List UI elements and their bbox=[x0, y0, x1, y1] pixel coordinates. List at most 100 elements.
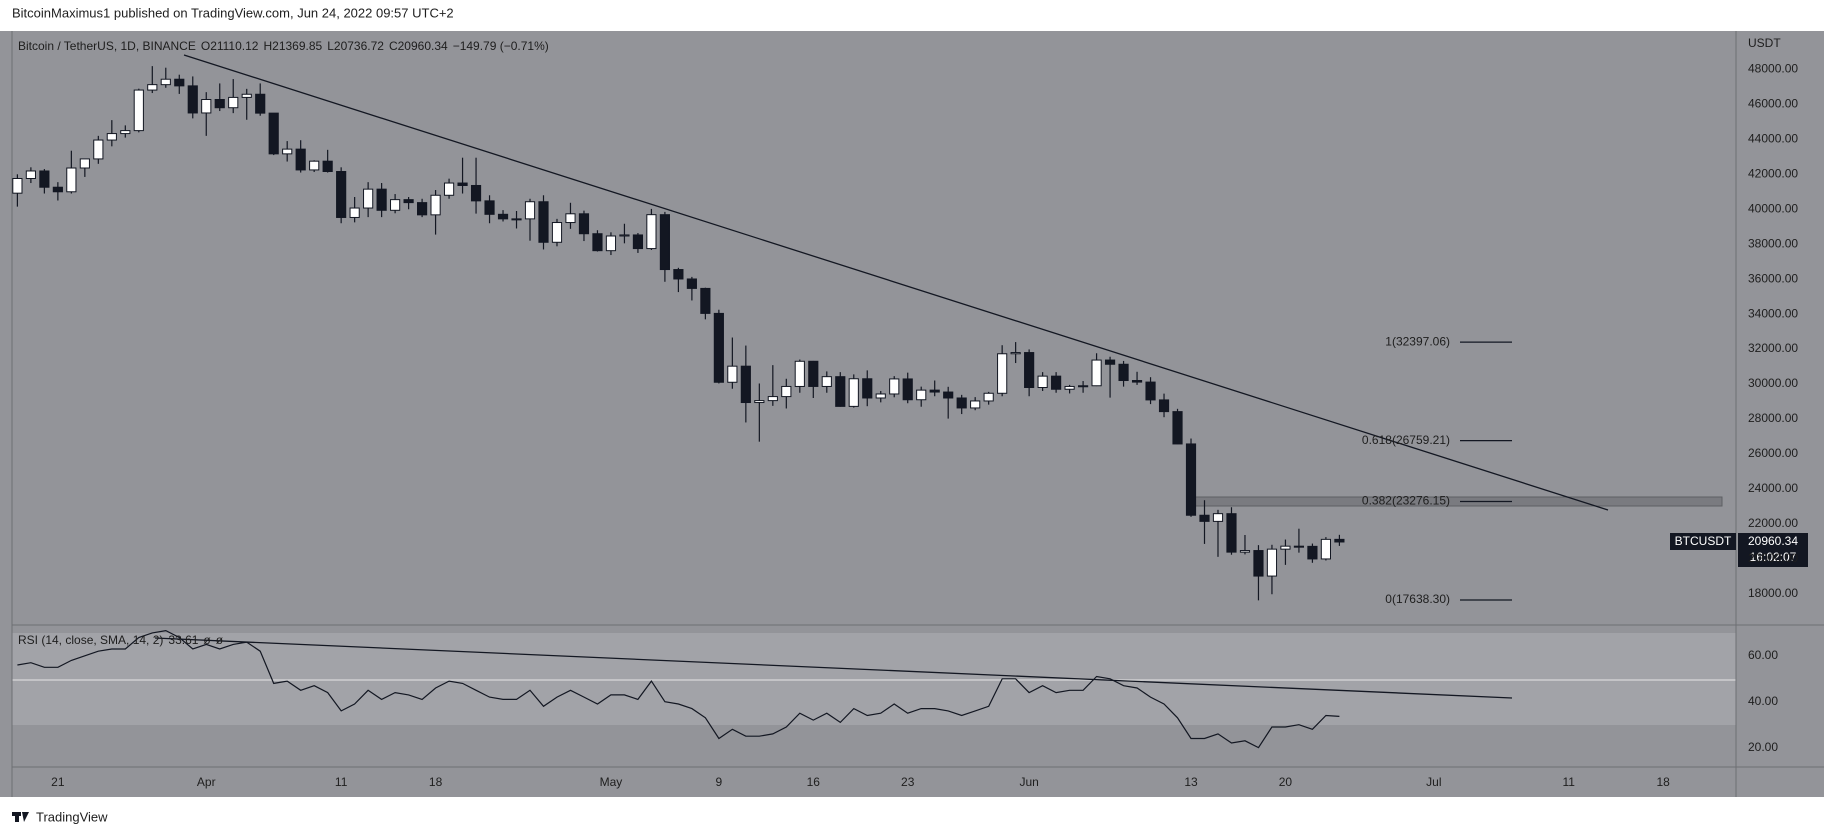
candle-body bbox=[133, 89, 144, 132]
candle-body bbox=[1293, 545, 1305, 548]
y-tick-label: 38000.00 bbox=[1748, 236, 1798, 250]
candle-body bbox=[241, 93, 252, 98]
candle-body bbox=[1226, 513, 1237, 553]
candle-body bbox=[551, 222, 563, 243]
symbol-label: BTCUSDT bbox=[1675, 534, 1732, 548]
x-tick-label: 16 bbox=[807, 775, 821, 789]
candle-body bbox=[174, 78, 185, 87]
candle-body bbox=[187, 85, 198, 114]
change: −149.79 (−0.71%) bbox=[452, 39, 549, 53]
candle-body bbox=[1091, 359, 1102, 387]
candle-body bbox=[214, 99, 225, 109]
candle-body bbox=[740, 365, 751, 404]
rsi-flag: ø bbox=[215, 633, 224, 647]
candle-body bbox=[956, 397, 967, 409]
candle-body bbox=[754, 400, 765, 404]
candle-body bbox=[713, 312, 724, 383]
candle-body bbox=[457, 182, 468, 186]
rsi-title: RSI (14, close, SMA, 14, 2) bbox=[18, 633, 164, 647]
candle-body bbox=[1051, 375, 1062, 390]
x-tick-label: 23 bbox=[901, 775, 915, 789]
y-tick-label: 18000.00 bbox=[1748, 586, 1798, 600]
x-tick-label: 20 bbox=[1279, 775, 1293, 789]
footer-brand: TradingView bbox=[36, 809, 108, 824]
candle-body bbox=[524, 201, 536, 220]
price-label-box bbox=[1738, 533, 1808, 567]
candle-body bbox=[889, 378, 900, 395]
rsi-legend: RSI (14, close, SMA, 14, 2) 33.61 ø ø bbox=[18, 633, 223, 647]
x-tick-label: 11 bbox=[1562, 775, 1575, 789]
y-tick-label: 22000.00 bbox=[1748, 516, 1798, 530]
candle-body bbox=[268, 112, 279, 155]
x-tick-label: Jun bbox=[1019, 775, 1038, 789]
y-tick-label: 32000.00 bbox=[1748, 341, 1798, 355]
fib-level-label: 0.618(26759.21) bbox=[1362, 433, 1450, 447]
rsi-flag: ø bbox=[203, 633, 211, 647]
candle-body bbox=[106, 133, 117, 141]
candle-body bbox=[417, 202, 428, 216]
candle-body bbox=[767, 396, 778, 402]
y-tick-label: 30000.00 bbox=[1748, 376, 1798, 390]
candle-body bbox=[228, 96, 239, 109]
candle-body bbox=[781, 385, 792, 398]
candle-body bbox=[1104, 359, 1116, 365]
footer-logo bbox=[12, 812, 29, 822]
candle-body bbox=[578, 213, 590, 235]
candle-body bbox=[363, 188, 374, 209]
candle-body bbox=[1320, 538, 1331, 560]
candle-body bbox=[255, 93, 266, 114]
candle-body bbox=[646, 214, 657, 250]
candle-body bbox=[983, 392, 994, 402]
candle-body bbox=[592, 233, 603, 252]
y-tick-label: 46000.00 bbox=[1748, 97, 1798, 111]
x-tick-label: 21 bbox=[51, 775, 65, 789]
candle-body bbox=[794, 360, 805, 387]
y-tick-label: 24000.00 bbox=[1748, 481, 1798, 495]
candle-body bbox=[349, 207, 360, 218]
price-label: 20960.34 bbox=[1748, 534, 1798, 548]
rsi-trend-line bbox=[154, 637, 1513, 699]
candle-body bbox=[1010, 352, 1021, 355]
candle-body bbox=[93, 139, 104, 160]
y-tick-label: 42000.00 bbox=[1748, 166, 1798, 180]
publisher-line: BitcoinMaximus1 published on TradingView… bbox=[12, 5, 454, 20]
candle-body bbox=[700, 287, 711, 314]
candle-body bbox=[1172, 411, 1183, 445]
candle-body bbox=[336, 171, 347, 218]
candle-body bbox=[1131, 380, 1143, 383]
candle-body bbox=[1185, 443, 1197, 516]
candle-body bbox=[970, 400, 981, 409]
x-tick-label: Jul bbox=[1426, 775, 1441, 789]
candle-body bbox=[322, 160, 333, 173]
rsi-tick-label: 40.00 bbox=[1748, 694, 1778, 708]
chart-title: Bitcoin / TetherUS, 1D, BINANCE bbox=[18, 39, 196, 53]
y-tick-label: 20000.00 bbox=[1748, 551, 1798, 565]
x-tick-label: Apr bbox=[197, 775, 216, 789]
candle-body bbox=[484, 200, 495, 215]
candle-body bbox=[632, 234, 644, 250]
x-tick-label: 13 bbox=[1184, 775, 1198, 789]
candle-body bbox=[1266, 548, 1278, 577]
y-tick-label: 26000.00 bbox=[1748, 446, 1798, 460]
ohlc-open: O21110.12 bbox=[200, 39, 259, 53]
candle-body bbox=[470, 184, 482, 202]
y-tick-label: 36000.00 bbox=[1748, 271, 1798, 285]
candle-body bbox=[39, 170, 50, 188]
candle-body bbox=[403, 199, 414, 204]
candle-body bbox=[848, 378, 859, 407]
candle-body bbox=[673, 269, 684, 280]
candle-body bbox=[1239, 550, 1251, 553]
candle-body bbox=[430, 194, 441, 216]
y-tick-label: 48000.00 bbox=[1748, 62, 1798, 76]
candle-body bbox=[376, 188, 387, 211]
candle-body bbox=[902, 378, 913, 401]
fib-level-label: 0(17638.30) bbox=[1385, 592, 1450, 606]
x-tick-label: May bbox=[600, 775, 623, 789]
candle-body bbox=[538, 201, 549, 243]
candle-body bbox=[12, 177, 23, 194]
candle-body bbox=[1253, 550, 1264, 577]
candle-body bbox=[835, 376, 846, 407]
candle-body bbox=[25, 170, 36, 179]
candle-body bbox=[875, 393, 886, 399]
